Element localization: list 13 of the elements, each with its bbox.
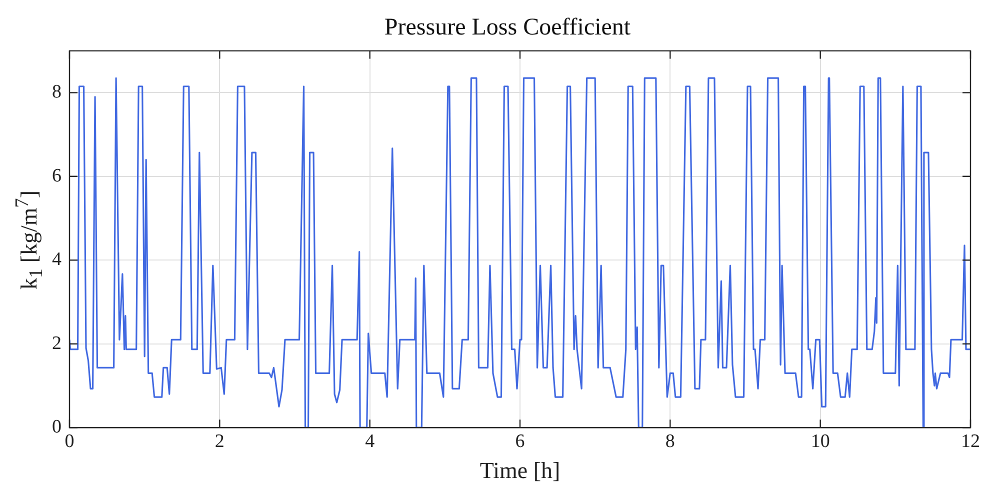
x-tick-label: 2 <box>214 430 224 452</box>
x-tick-label: 12 <box>961 430 980 452</box>
x-tick-label: 10 <box>810 430 830 452</box>
y-tick-label: 8 <box>52 82 62 103</box>
y-tick-label: 4 <box>52 249 62 270</box>
x-tick-label: 4 <box>365 430 376 452</box>
y-tick-label: 0 <box>52 416 62 438</box>
y-tick-label: 2 <box>52 332 62 354</box>
x-axis-title: Time [h] <box>480 458 560 484</box>
x-tick-label: 6 <box>515 430 525 452</box>
chart-title: Pressure Loss Coefficient <box>384 14 631 41</box>
y-tick-label: 6 <box>52 165 62 186</box>
x-tick-label: 8 <box>665 430 675 452</box>
